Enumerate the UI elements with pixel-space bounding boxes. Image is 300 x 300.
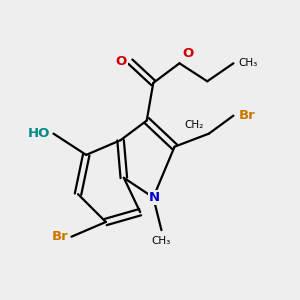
Text: HO: HO: [28, 127, 50, 140]
Text: Br: Br: [238, 109, 255, 122]
Text: N: N: [148, 191, 160, 204]
Text: CH₃: CH₃: [152, 236, 171, 246]
Text: Br: Br: [52, 230, 68, 243]
Text: CH₃: CH₃: [238, 58, 258, 68]
Text: O: O: [116, 55, 127, 68]
Text: CH₂: CH₂: [185, 120, 204, 130]
Text: O: O: [183, 47, 194, 60]
